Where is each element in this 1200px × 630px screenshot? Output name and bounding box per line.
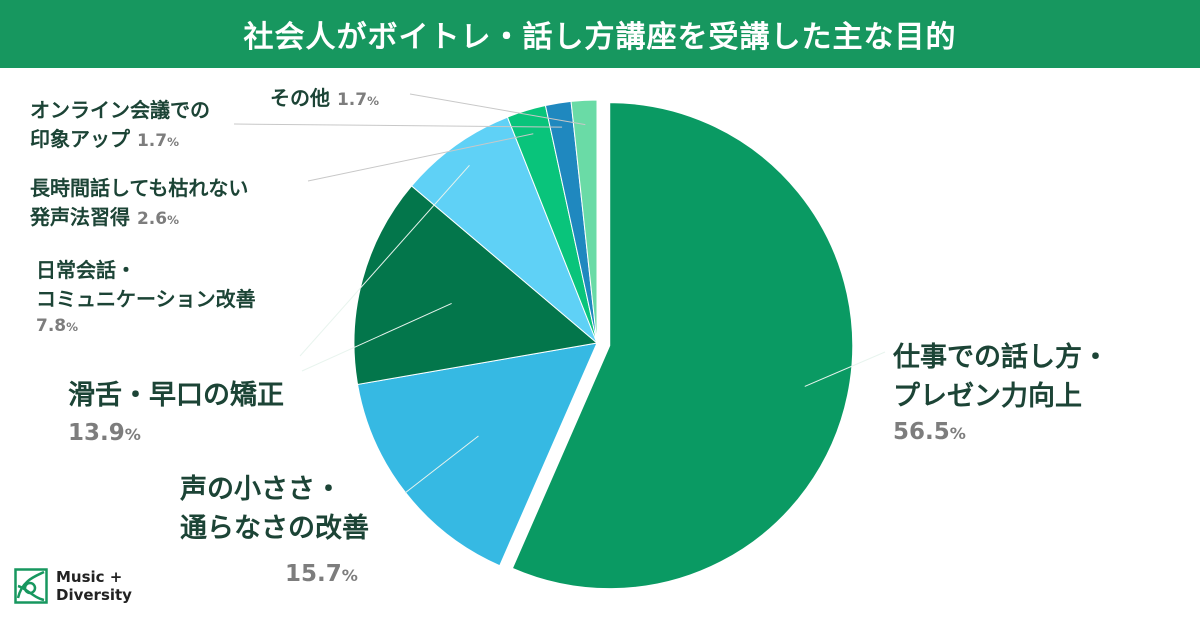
value-articulation: 13.9% bbox=[68, 417, 284, 450]
value-unit: % bbox=[167, 135, 180, 149]
slice-articulation-leader-line bbox=[301, 302, 452, 372]
value-daily-conversation: 7.8% bbox=[36, 314, 256, 339]
label-daily-conversation-line1: 日常会話・ bbox=[36, 258, 136, 282]
label-online-meeting-line2: 印象アップ 1.7% bbox=[30, 125, 210, 154]
label-small-voice-line1: 声の小ささ・ bbox=[180, 474, 342, 505]
label-daily-conversation: 日常会話・ コミュニケーション改善 7.8% bbox=[36, 256, 256, 339]
label-articulation-line1: 滑舌・早口の矯正 bbox=[68, 380, 284, 411]
slice-online-meeting-leader-line bbox=[233, 123, 563, 128]
label-work-presentation-line2: プレゼン力向上 bbox=[893, 381, 1082, 413]
value-long-speech: 2.6% bbox=[137, 209, 179, 229]
value-number: 1.7 bbox=[336, 90, 368, 110]
brand-line2: Diversity bbox=[56, 586, 132, 604]
value-unit: % bbox=[341, 566, 358, 586]
label-articulation: 滑舌・早口の矯正 13.9% bbox=[68, 376, 284, 450]
value-number: 7.8 bbox=[36, 316, 67, 336]
value-number: 56.5 bbox=[893, 419, 950, 446]
label-long-speech-line1: 長時間話しても枯れない bbox=[30, 176, 249, 200]
label-online-meeting-line2-text: 印象アップ bbox=[30, 127, 130, 151]
label-small-voice-line2: 通らなさの改善 bbox=[180, 513, 369, 545]
label-long-speech: 長時間話しても枯れない 発声法習得 2.6% bbox=[30, 174, 248, 232]
slice-articulation bbox=[353, 185, 599, 386]
brand-line1: Music + bbox=[56, 568, 123, 586]
chart-title: 社会人がボイトレ・話し方講座を受講した主な目的 bbox=[0, 0, 1200, 68]
label-online-meeting: オンライン会議での 印象アップ 1.7% bbox=[30, 96, 210, 154]
label-long-speech-line2-text: 発声法習得 bbox=[30, 205, 130, 229]
value-number: 13.9 bbox=[68, 420, 125, 447]
label-work-presentation-line1: 仕事での話し方・ bbox=[893, 342, 1109, 373]
value-number: 15.7 bbox=[285, 561, 342, 588]
slice-daily-conversation bbox=[410, 116, 598, 344]
value-unit: % bbox=[949, 424, 966, 444]
slice-small-voice-leader-line bbox=[404, 435, 479, 494]
brand-name: Music + Diversity bbox=[56, 568, 132, 604]
label-long-speech-line2: 発声法習得 2.6% bbox=[30, 203, 248, 232]
label-work-presentation: 仕事での話し方・ プレゼン力向上 56.5% bbox=[893, 338, 1109, 450]
music-diversity-logo-icon bbox=[14, 568, 48, 604]
value-unit: % bbox=[66, 320, 79, 334]
value-unit: % bbox=[124, 425, 141, 445]
value-unit: % bbox=[167, 213, 180, 227]
slice-long-speech-leader-line bbox=[307, 133, 534, 182]
label-other-line1: その他 1.7% bbox=[270, 84, 379, 113]
value-online-meeting: 1.7% bbox=[137, 131, 179, 151]
value-small-voice: 15.7% bbox=[285, 558, 369, 591]
label-small-voice: 声の小ささ・ 通らなさの改善 15.7% bbox=[180, 470, 369, 592]
value-other: 1.7% bbox=[337, 90, 379, 110]
label-other-text: その他 bbox=[270, 86, 330, 110]
slice-work-presentation bbox=[511, 102, 854, 590]
slice-other bbox=[570, 99, 598, 344]
slice-work-presentation-leader-line bbox=[804, 351, 886, 387]
brand-logo: Music + Diversity bbox=[14, 568, 132, 604]
value-number: 1.7 bbox=[136, 131, 168, 151]
value-unit: % bbox=[367, 94, 380, 108]
label-other: その他 1.7% bbox=[270, 84, 379, 113]
value-number: 2.6 bbox=[136, 209, 168, 229]
label-online-meeting-line1: オンライン会議での bbox=[30, 98, 210, 122]
slice-other-leader-line bbox=[409, 93, 586, 126]
slice-daily-conversation-leader-line bbox=[299, 165, 470, 357]
label-daily-conversation-line2: コミュニケーション改善 bbox=[36, 287, 256, 311]
value-work-presentation: 56.5% bbox=[893, 416, 1109, 449]
